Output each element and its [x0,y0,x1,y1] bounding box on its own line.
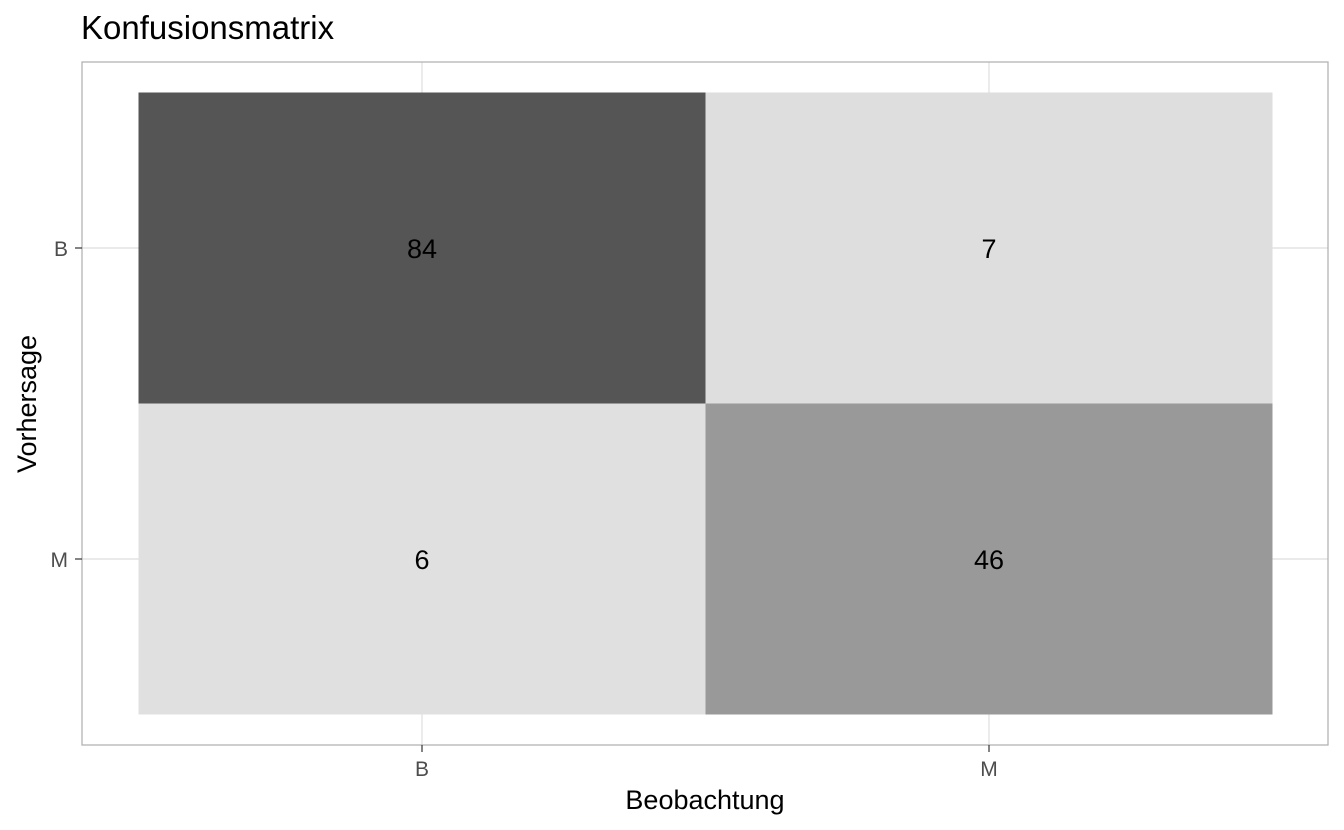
x-axis-title: Beobachtung [625,785,784,815]
axes: B M B M [51,238,998,781]
heatmap-cell-B-B [138,92,706,404]
x-tick-label-M: M [980,758,998,781]
heatmap-cell-M-M [705,403,1273,715]
heatmap-cells [138,92,1273,715]
cell-labels: 84 7 6 46 [407,234,1004,575]
cell-value-label-M-M: 46 [974,545,1004,575]
heatmap-cell-M-B [705,92,1273,404]
plot-panel: 84 7 6 46 [81,61,1329,746]
y-axis-title: Vorhersage [12,335,42,473]
cell-value-label-B-M: 6 [414,545,429,575]
panel-border [81,61,1329,746]
y-tick-label-M: M [51,549,69,572]
y-tick-label-B: B [54,238,68,261]
chart-title: Konfusionsmatrix [81,9,335,46]
x-tick-label-B: B [415,758,429,781]
cell-value-label-M-B: 7 [981,234,996,264]
cell-value-label-B-B: 84 [407,234,437,264]
heatmap-cell-B-M [138,403,706,715]
